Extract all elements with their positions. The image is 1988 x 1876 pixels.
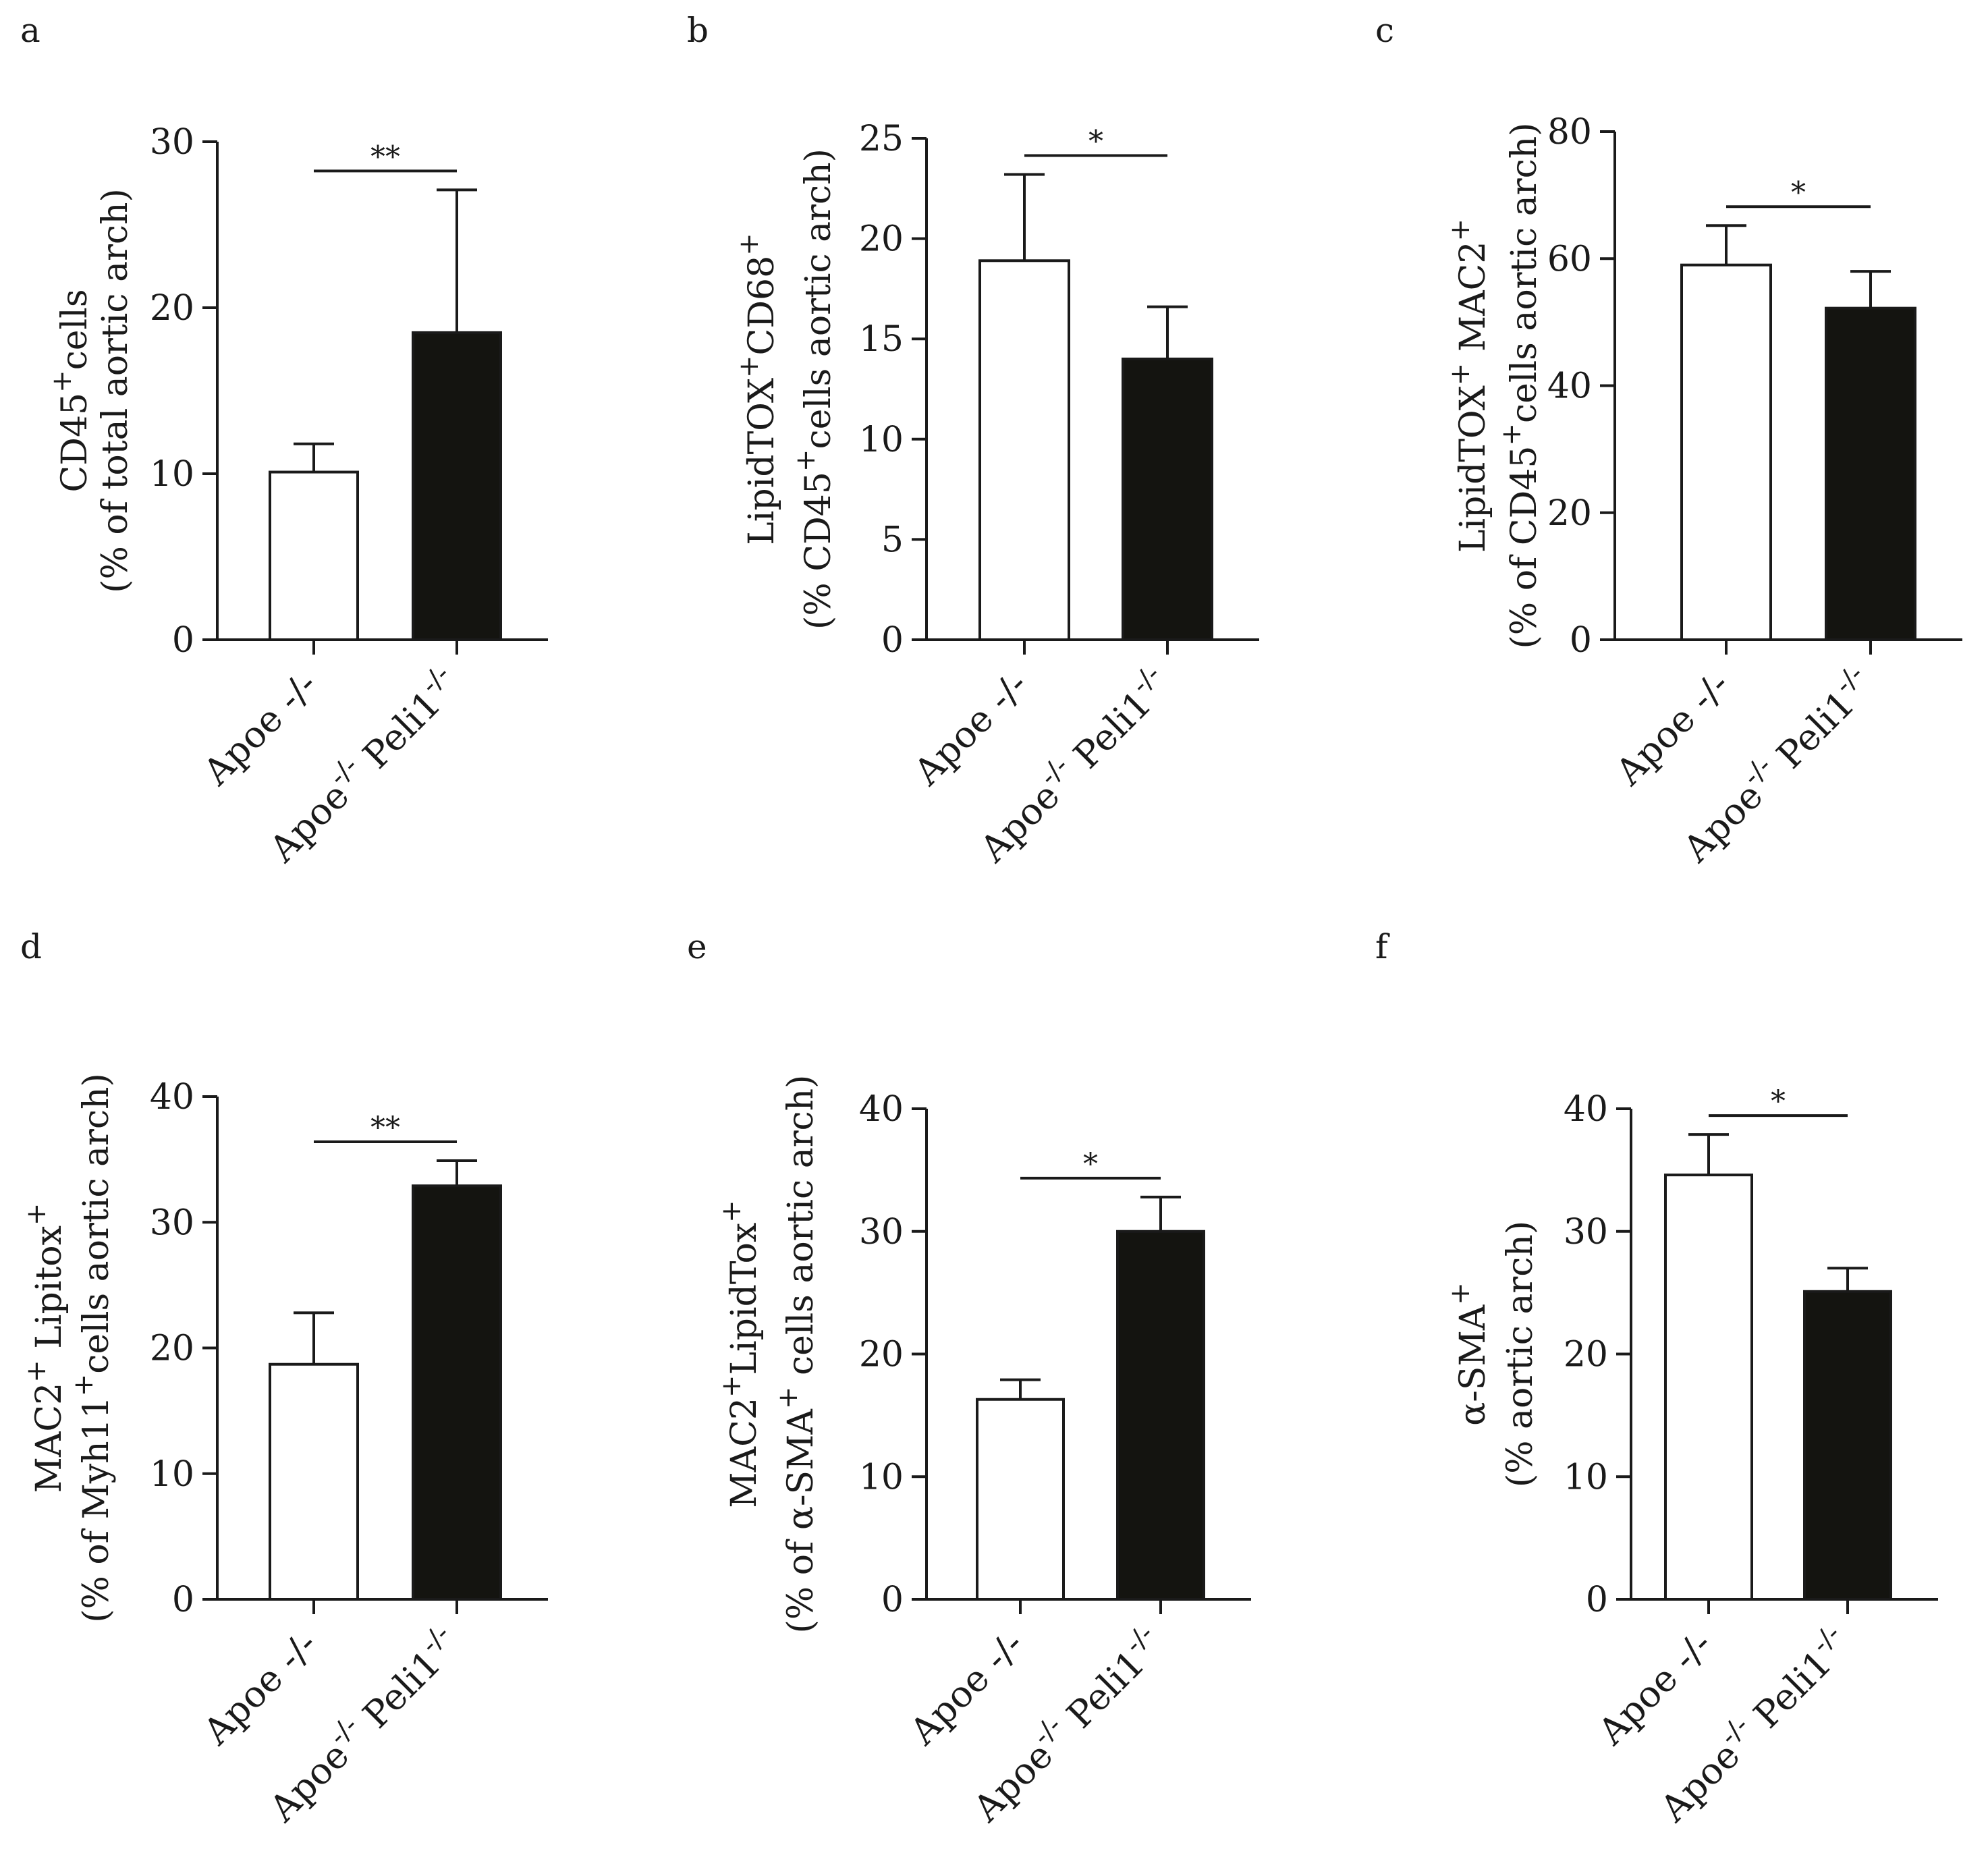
category-label-apoe: Apoe -/-	[195, 663, 326, 794]
y-tick-label: 60	[1547, 239, 1592, 279]
panel-letter: e	[687, 927, 707, 966]
y-tick-label: 80	[1547, 112, 1592, 153]
y-tick-label: 20	[859, 1335, 904, 1375]
y-tick-label: 20	[1547, 493, 1592, 534]
category-label-apoe: Apoe -/-	[195, 1623, 326, 1754]
y-tick-label: 0	[881, 1580, 904, 1620]
y-tick-label: 30	[150, 122, 194, 163]
bar-apoe	[1680, 263, 1772, 642]
y-tick-label: 15	[859, 319, 904, 360]
y-tick-label: 10	[150, 1454, 194, 1495]
y-axis-label-line2: (% of α-SMA+ cells aortic arch)	[773, 1075, 821, 1634]
y-tick-label: 20	[859, 219, 904, 260]
y-tick-label: 25	[859, 119, 904, 159]
y-tick-label: 0	[172, 620, 194, 661]
significance-label: *	[1088, 124, 1103, 159]
category-label-apoe: Apoe -/-	[902, 1623, 1032, 1754]
y-tick-label: 40	[859, 1089, 904, 1130]
y-axis-label-line1: MAC2+LipidTox+	[716, 1200, 765, 1508]
category-label-apoe: Apoe -/-	[1607, 663, 1738, 794]
y-axis-label-line2: (% of CD45+cells aortic arch)	[1496, 123, 1545, 649]
y-axis-label-line2: (% of Myh11+cells aortic arch)	[68, 1073, 117, 1623]
category-label-apoe: Apoe -/-	[1590, 1623, 1721, 1754]
y-axis-label-line1: LipidTOX+CD68+	[734, 233, 782, 545]
bar-apoe	[269, 470, 359, 641]
y-tick-label: 0	[1570, 620, 1592, 661]
bar-apoe-peli1	[1116, 1230, 1205, 1601]
panel-letter: f	[1375, 927, 1390, 966]
y-axis-label-line1: MAC2+ Lipitox+	[21, 1203, 70, 1493]
y-tick-label: 10	[859, 1457, 904, 1497]
y-tick-label: 0	[1586, 1580, 1608, 1620]
y-tick-label: 20	[150, 1329, 194, 1369]
y-axis-label-line2: (% aortic arch)	[1500, 1221, 1541, 1487]
bar-apoe-peli1	[412, 1184, 502, 1601]
y-tick-label: 40	[1547, 366, 1592, 407]
y-tick-label: 30	[150, 1203, 194, 1243]
y-tick-label: 20	[1564, 1335, 1608, 1375]
significance-label: *	[1771, 1084, 1786, 1119]
y-axis-label-line1: LipidTOX+ MAC2+	[1445, 219, 1493, 553]
significance-label: *	[1083, 1147, 1098, 1182]
y-tick-label: 30	[859, 1212, 904, 1252]
bar-apoe-peli1	[1803, 1290, 1892, 1601]
y-tick-label: 10	[1564, 1457, 1608, 1497]
panel-letter: a	[20, 11, 40, 50]
panel-letter: b	[687, 11, 709, 50]
panel-letter: d	[20, 927, 42, 966]
y-tick-label: 20	[150, 288, 194, 329]
y-axis-label-line2: (% of total aortic arch)	[95, 188, 136, 593]
y-tick-label: 0	[172, 1580, 194, 1620]
bar-apoe-peli1	[1825, 306, 1916, 641]
category-label-apoe: Apoe -/-	[906, 663, 1037, 794]
y-tick-label: 0	[881, 620, 904, 661]
bar-apoe	[978, 259, 1070, 641]
y-tick-label: 10	[859, 420, 904, 460]
y-axis-label-line1: α-SMA+	[1445, 1282, 1493, 1426]
panel-letter: c	[1375, 11, 1394, 50]
bar-apoe	[269, 1362, 359, 1601]
y-tick-label: 10	[150, 454, 194, 495]
bar-apoe	[1664, 1174, 1753, 1601]
significance-label: **	[370, 140, 400, 174]
y-tick-label: 5	[881, 520, 904, 560]
bar-apoe	[976, 1398, 1065, 1601]
significance-label: *	[1791, 175, 1806, 210]
significance-label: **	[370, 1111, 400, 1145]
y-axis-label-line1: CD45+cells	[47, 289, 95, 492]
y-tick-label: 40	[1564, 1089, 1608, 1130]
y-tick-label: 30	[1564, 1212, 1608, 1252]
y-tick-label: 40	[150, 1077, 194, 1118]
y-axis-label-line2: (% CD45+cells aortic arch)	[790, 148, 839, 630]
bar-apoe-peli1	[412, 331, 502, 641]
bar-apoe-peli1	[1122, 357, 1213, 641]
